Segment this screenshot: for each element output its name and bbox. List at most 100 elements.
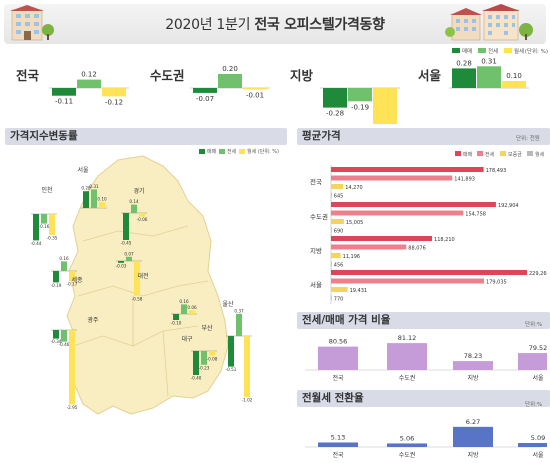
map-value-label: 0.16 <box>179 299 189 304</box>
top-bar-jeonse <box>477 66 501 88</box>
map-legend-label: 전세 <box>227 148 237 155</box>
building-cluster-icon <box>445 4 533 41</box>
avg-panel-title: 평균가격 <box>297 128 550 145</box>
map-region-label: 부산 <box>201 324 213 332</box>
top-bar-wolse <box>243 88 267 90</box>
conversion-rate-chart: 5.13 전국 5.06 수도권 6.27 지방 5.09 서울 <box>305 418 547 459</box>
map-bar-jeonse <box>126 256 132 261</box>
avg-bar-wolse <box>331 192 332 198</box>
top-value-label: 0.31 <box>481 57 497 65</box>
avg-bar-jeonse <box>331 210 464 216</box>
conv-category-label: 서울 <box>532 451 544 459</box>
avg-value-label: 19,431 <box>350 288 368 294</box>
conv-value-label: 5.13 <box>331 433 345 441</box>
avg-value-label: 118,210 <box>434 237 455 243</box>
conv-category-label: 지방 <box>467 451 479 459</box>
map-region-label: 세종 <box>71 276 83 284</box>
map-value-label: -2.95 <box>67 405 78 410</box>
conv-value-label: 6.27 <box>466 418 480 426</box>
map-value-label: 0.10 <box>97 197 107 202</box>
top-legend-unit: (단위: %) <box>525 47 548 55</box>
map-region-label: 대전 <box>137 272 148 280</box>
map-value-label: -0.16 <box>39 224 50 229</box>
ratio-chart: 80.56 전국 81.12 수도권 78.23 지방 79.52 서울 <box>305 334 547 382</box>
ratio-bar <box>387 343 427 370</box>
top-bar-wolse <box>102 88 126 97</box>
avg-value-label: 15,005 <box>346 220 363 226</box>
map-bar-jeonse <box>181 304 187 314</box>
avg-bar-jeonse <box>331 175 453 181</box>
avg-bar-wolse <box>331 295 332 301</box>
map-legend-unit: (단위: %) <box>258 148 279 155</box>
map-value-label: 0.28 <box>81 186 91 191</box>
map-value-label: -0.08 <box>207 356 218 361</box>
map-bar-jeonse <box>61 261 67 271</box>
avg-value-label: 88,076 <box>408 246 426 252</box>
top-legend: 매매 전세 월세 <box>452 47 524 55</box>
map-bar-jeonse <box>201 351 207 365</box>
map-value-label: -0.35 <box>47 236 58 241</box>
top-region-label: 지방 <box>290 68 314 83</box>
ratio-bar <box>518 353 547 370</box>
ratio-panel-title: 전세/매매 가격 비율 <box>297 312 550 329</box>
map-bar-jeonse <box>236 313 242 336</box>
map-value-label: 0.37 <box>234 308 244 313</box>
top-bar-wolse <box>373 88 397 124</box>
map-region-label: 광주 <box>87 317 99 324</box>
map-bar-jeonse <box>91 189 97 208</box>
map-value-label: -0.23 <box>199 365 210 370</box>
conv-bar <box>318 442 358 447</box>
map-value-label: -0.03 <box>116 263 127 268</box>
avg-bar-deposit <box>331 184 344 189</box>
map-panel-title: 가격지수변동률 <box>5 128 287 145</box>
building-icon <box>10 5 54 41</box>
map-region-group: -0.44 -0.16 -0.35 인천 <box>31 186 58 246</box>
map-bar-wolse <box>49 214 55 235</box>
top-bar-wolse <box>502 81 526 88</box>
avg-bar-wolse <box>331 261 332 267</box>
map-bar-sale <box>83 191 89 208</box>
map-bar-wolse <box>139 213 145 217</box>
map-legend-swatch-sale <box>199 149 205 154</box>
top-legend-label: 매매 <box>462 47 472 55</box>
map-bar-jeonse <box>131 204 137 213</box>
avg-value-label: 645 <box>334 194 344 200</box>
ratio-category-label: 지방 <box>467 374 479 382</box>
avg-legend-label: 월세 <box>535 151 545 158</box>
map-region-label: 울산 <box>222 300 234 308</box>
top-bar-jeonse <box>218 74 242 88</box>
avg-legend-swatch-jeonse <box>477 151 483 156</box>
map-bar-jeonse <box>41 214 47 224</box>
map-bar-sale <box>123 213 129 240</box>
avg-region-label: 지방 <box>310 246 322 255</box>
top-bar-sale <box>323 88 347 108</box>
top-legend-swatch-sale <box>452 48 460 53</box>
top-value-label: 0.20 <box>222 65 238 73</box>
map-region-label: 대구 <box>181 335 193 343</box>
map-value-label: -0.10 <box>171 321 182 326</box>
ratio-category-label: 서울 <box>532 374 544 382</box>
avg-value-label: 770 <box>334 297 344 303</box>
ratio-bar <box>318 346 358 370</box>
top-value-label: -0.07 <box>196 95 214 103</box>
top-value-label: 0.10 <box>506 72 522 80</box>
map-bar-jeonse <box>61 330 67 342</box>
avg-value-label: 456 <box>334 263 344 269</box>
top-region-label: 서울 <box>418 68 442 83</box>
map-region-group: 0.280.31 0.10 서울 <box>77 166 107 209</box>
conv-category-label: 수도권 <box>399 451 416 459</box>
map-legend-swatch-wolse <box>239 149 245 154</box>
map-bar-wolse <box>69 330 75 405</box>
top-legend-swatch-jeonse <box>478 48 486 53</box>
avg-bar-jeonse <box>331 244 407 250</box>
map-value-label: -1.02 <box>242 398 253 403</box>
ratio-value-label: 78.23 <box>464 352 483 360</box>
map-bar-wolse <box>209 351 215 356</box>
map-chart: 매매 전세 월세 (단위: %)0.280.310.10서울-0.44-0.16-0.… <box>31 148 279 415</box>
map-value-label: -0.51 <box>226 367 237 372</box>
avg-region-label: 전국 <box>310 177 322 186</box>
avg-bar-deposit <box>331 287 348 292</box>
